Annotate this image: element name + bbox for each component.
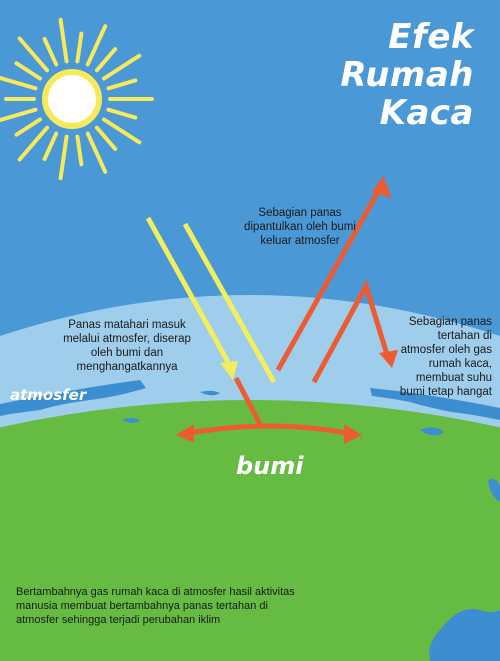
- sun-ray: [75, 31, 84, 64]
- annotation-reflected: Sebagian panas dipantulkan oleh bumi kel…: [244, 207, 356, 247]
- sun-ray: [58, 134, 69, 181]
- ocean-patch-3: [488, 479, 500, 502]
- earth: [0, 400, 500, 661]
- sun-ray: [94, 125, 118, 151]
- sun-ray: [42, 131, 59, 161]
- sun-ray: [42, 37, 59, 67]
- sunlight-ray-1: [145, 216, 231, 364]
- heat-reflected-arrowhead: [372, 176, 392, 198]
- sunlight-ray-2: [182, 222, 277, 384]
- annotation-trapped: Sebagian panas tertahan di atmosfer oleh…: [399, 316, 492, 398]
- ocean-rim-right: [370, 388, 500, 420]
- sun-ray: [17, 36, 50, 73]
- page-title: Efek Rumah Kaca: [340, 18, 474, 132]
- heat-spread-arc: [183, 423, 353, 437]
- sun-ray: [75, 134, 84, 167]
- footer-note: Bertambahnya gas rumah kaca di atmosfer …: [16, 586, 295, 626]
- sunlight-ray-1-arrowhead: [220, 361, 238, 380]
- heat-reflected: [275, 186, 383, 372]
- heat-trapped-arrowhead: [379, 350, 398, 368]
- sun-icon: [0, 17, 154, 181]
- sun-ray: [0, 75, 38, 91]
- sun-ray: [106, 107, 138, 120]
- annotation-absorbed: Panas matahari masuk melalui atmosfer, d…: [63, 319, 191, 373]
- ocean-rim: [0, 380, 146, 416]
- ocean-patch-4: [429, 608, 500, 661]
- sun-ray: [85, 131, 108, 174]
- sun-ray: [17, 125, 50, 162]
- sun-ray: [14, 61, 42, 81]
- sun-ray: [0, 107, 38, 123]
- sun-ray: [94, 47, 118, 73]
- title-line-3: Kaca: [379, 93, 474, 133]
- atmosphere-label: atmosfer: [10, 386, 87, 404]
- ocean-patch-5: [200, 390, 220, 396]
- sun-ray: [102, 53, 142, 81]
- title-line-2: Rumah: [340, 55, 474, 95]
- sun-ray: [102, 117, 142, 145]
- heat-spread-arrowhead-left: [176, 424, 194, 443]
- title-line-1: Efek: [388, 17, 474, 57]
- earth-label: bumi: [236, 452, 304, 480]
- sun-ray: [106, 78, 138, 91]
- sun-ray: [58, 17, 69, 64]
- ocean-patch-1: [122, 418, 140, 423]
- heat-spread-arrowhead-right: [344, 424, 362, 444]
- heat-trapped: [311, 279, 391, 384]
- sun-ray: [85, 24, 108, 67]
- heat-absorbed-down: [233, 376, 265, 430]
- ocean-patch-2: [420, 427, 444, 436]
- sun-ray: [14, 117, 42, 137]
